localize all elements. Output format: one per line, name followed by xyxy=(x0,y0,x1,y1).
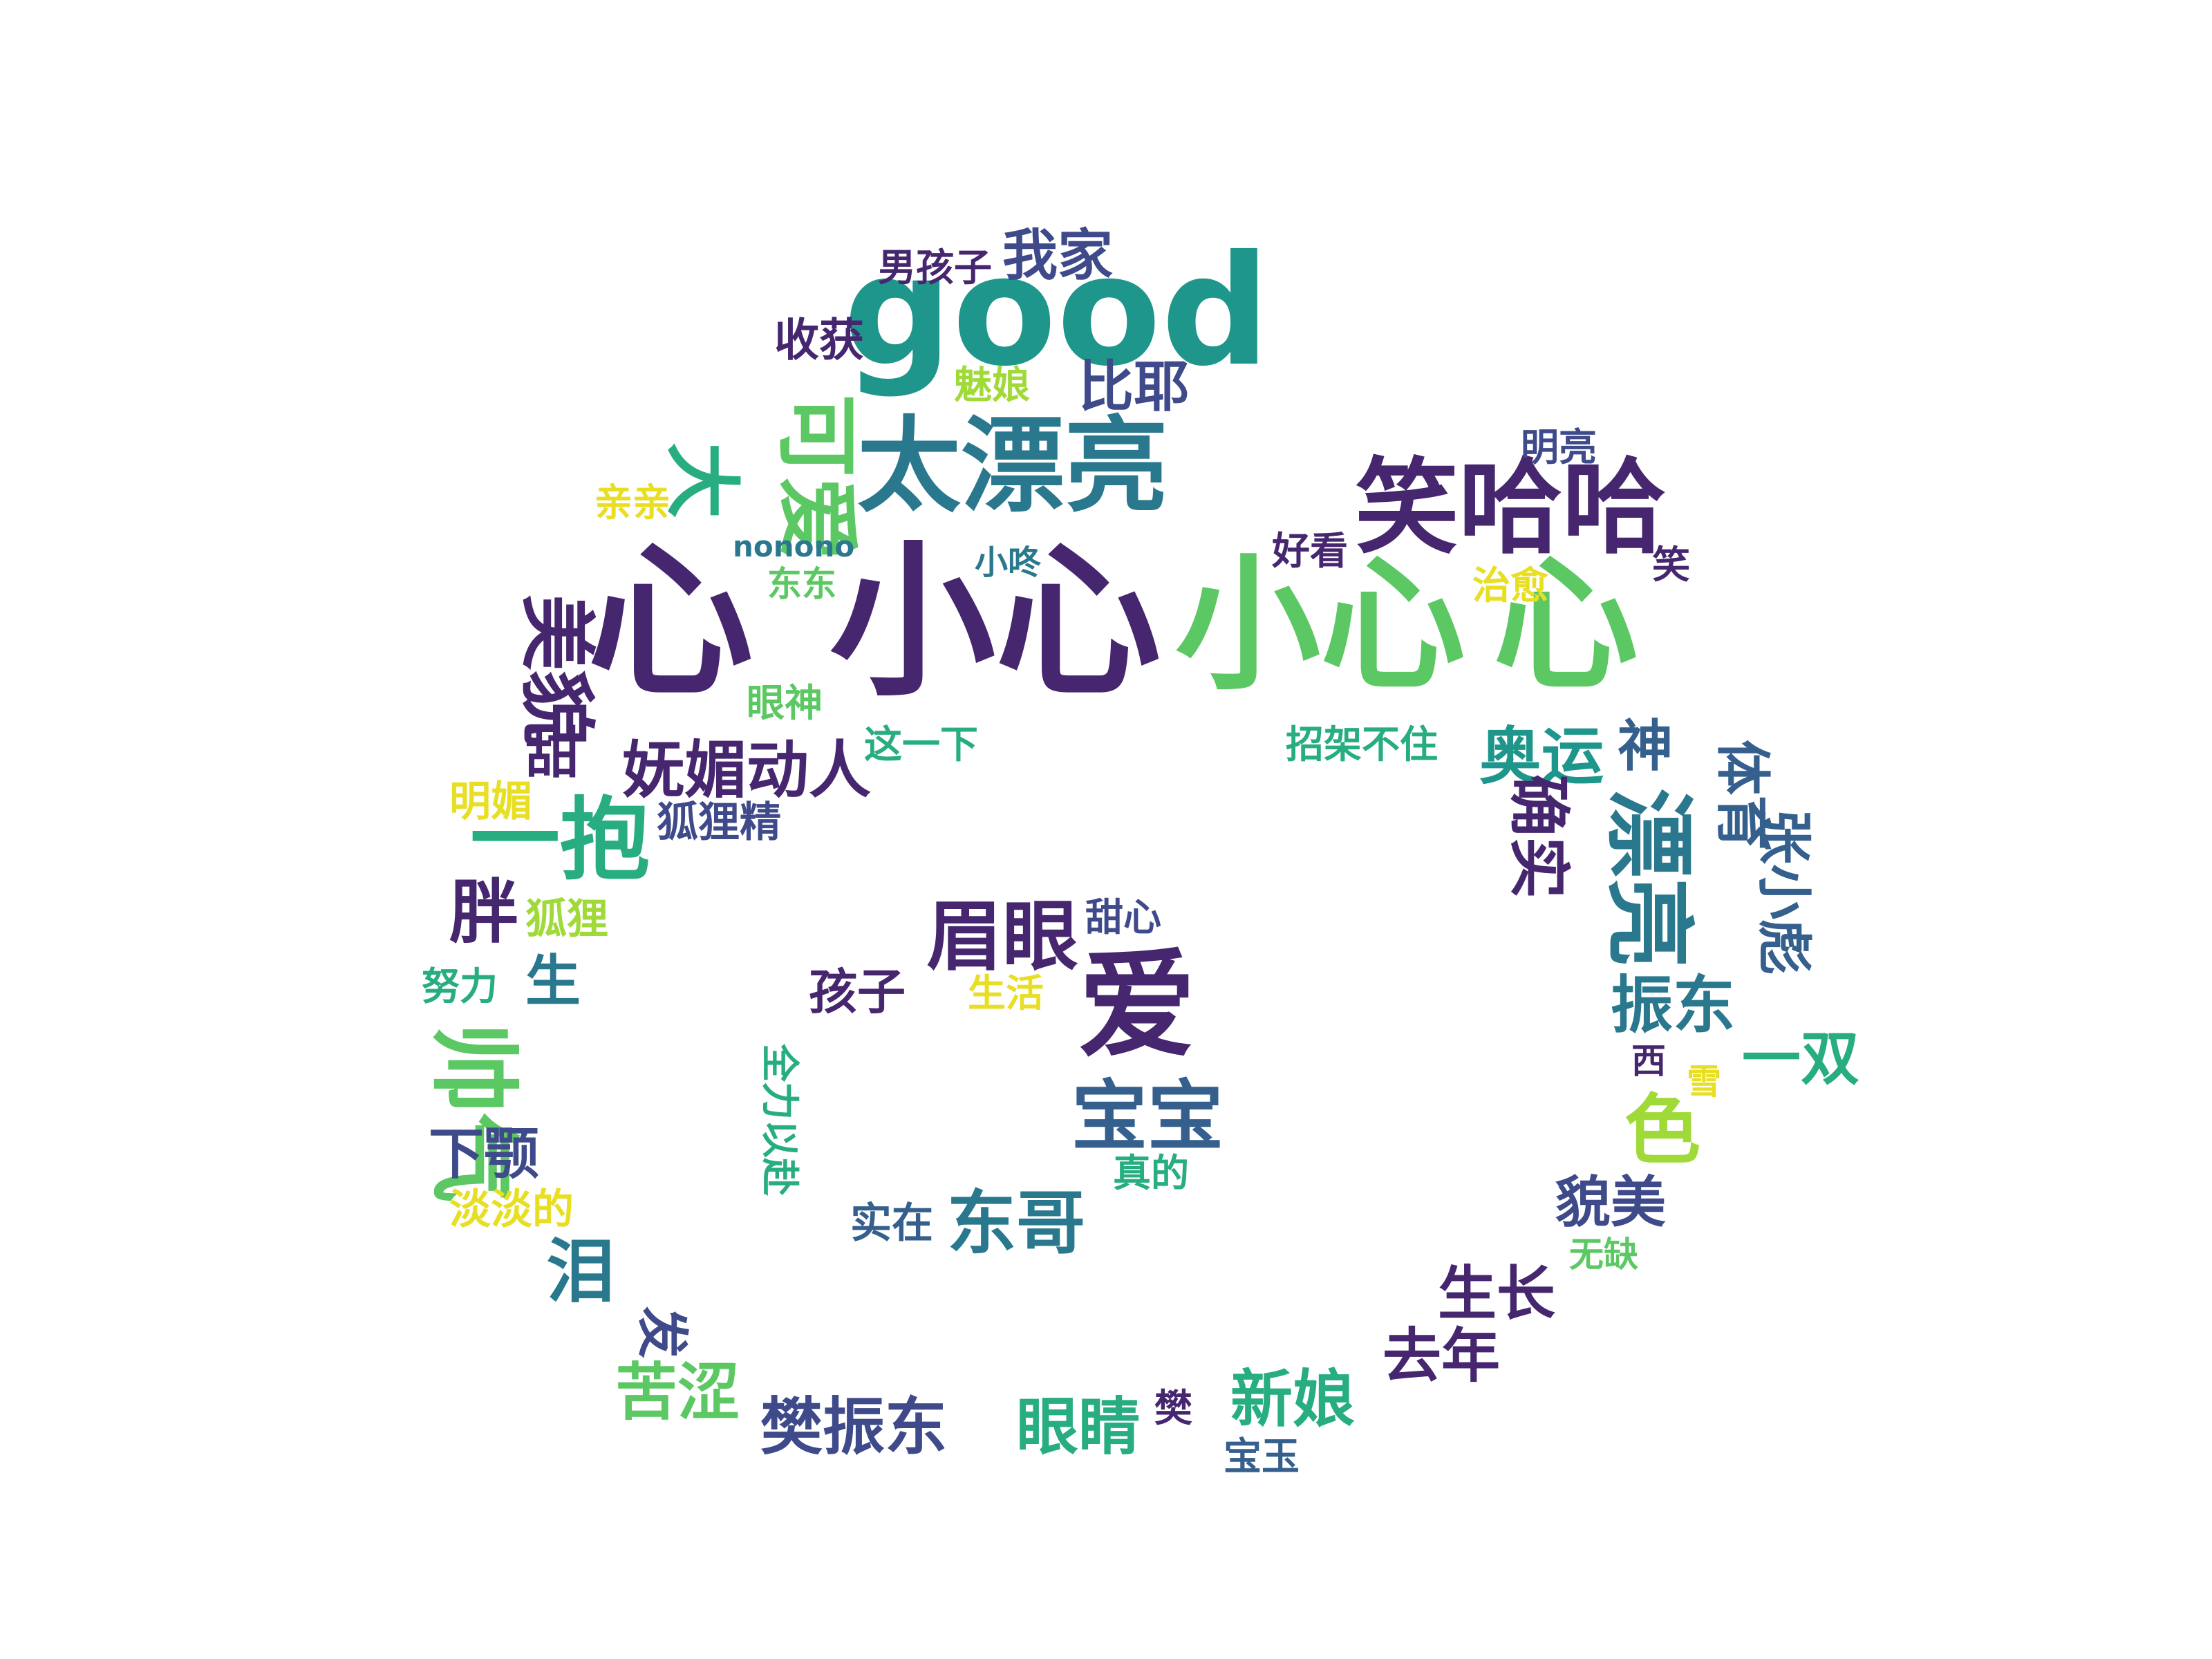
word-16: nonono xyxy=(733,529,855,563)
word-58: 实在 xyxy=(850,1199,933,1248)
word-18: 小咚 xyxy=(975,543,1042,582)
word-70: 新娘 xyxy=(1230,1363,1355,1436)
word-33: 狐狸精 xyxy=(657,798,781,847)
word-8: 我家 xyxy=(1002,223,1113,288)
word-50: 雪 xyxy=(1687,1062,1721,1102)
word-20: 好看 xyxy=(1272,529,1349,573)
word-64: 发 xyxy=(632,1306,693,1359)
word-47: 振东 xyxy=(1611,969,1735,1042)
word-44: 孩子 xyxy=(809,964,906,1020)
word-32: 明媚 xyxy=(449,778,532,826)
word-46: 爱 xyxy=(1078,937,1197,1074)
word-19: 明亮 xyxy=(1521,425,1597,469)
word-15: 亲亲 xyxy=(594,480,671,525)
word-5: good xyxy=(843,223,1271,400)
word-28: 招架不住 xyxy=(1286,722,1438,767)
word-25: 这一下 xyxy=(864,722,979,767)
word-55: 下颚 xyxy=(429,1122,539,1186)
word-48: 一双 xyxy=(1742,1025,1860,1094)
word-40: 眉眼 xyxy=(926,892,1078,981)
word-41: 甜心 xyxy=(1085,895,1162,939)
word-37: 张小彪 xyxy=(1752,809,1816,975)
word-67: 樊振东 xyxy=(760,1391,947,1463)
word-62: 泪 xyxy=(546,1231,615,1312)
word-65: 去年 xyxy=(1382,1322,1501,1391)
word-35: 确实 xyxy=(1502,774,1575,899)
word-34: 一抱 xyxy=(470,787,650,892)
word-59: 东哥 xyxy=(947,1183,1085,1264)
word-66: 苦涩 xyxy=(615,1356,740,1429)
word-6: 太漂亮 xyxy=(857,406,1169,527)
word-39: 狐狸 xyxy=(525,895,608,944)
word-1: 心 xyxy=(588,525,754,719)
word-24: 眼神 xyxy=(747,681,823,725)
word-12: 比耶 xyxy=(1078,355,1189,419)
word-17: 东东 xyxy=(767,564,836,604)
word-9: 男孩子 xyxy=(878,245,993,290)
word-42: 努力 xyxy=(422,964,498,1009)
word-27: 妩媚动人 xyxy=(622,734,871,807)
word-71: 宝玉 xyxy=(1224,1434,1300,1479)
word-2: 小心 xyxy=(830,525,1162,719)
word-52: 全力以赴 xyxy=(758,1044,802,1197)
word-22: 笑 xyxy=(1652,543,1691,587)
word-29: 奥运 xyxy=(1479,720,1604,793)
word-43: 生 xyxy=(525,949,581,1013)
word-61: 无缺 xyxy=(1569,1235,1638,1275)
word-7: 笑哈哈 xyxy=(1355,448,1667,568)
word-30: 神 xyxy=(1618,714,1673,778)
word-56: 淡淡的 xyxy=(449,1185,574,1234)
word-54: 色 xyxy=(1624,1086,1700,1174)
word-21: 治愈 xyxy=(1472,563,1549,608)
word-14: 大 xyxy=(657,442,746,518)
word-60: 貌美 xyxy=(1555,1170,1666,1235)
word-53: 宝宝 xyxy=(1071,1072,1224,1161)
word-4: 心 xyxy=(1493,541,1639,710)
word-36: 漂亮 xyxy=(1596,788,1701,968)
word-69: 樊 xyxy=(1154,1386,1193,1430)
word-63: 生长 xyxy=(1438,1260,1556,1329)
word-68: 眼睛 xyxy=(1016,1391,1141,1463)
word-10: 收获 xyxy=(774,315,865,366)
word-11: 魅娘 xyxy=(954,363,1031,407)
word-45: 生活 xyxy=(968,971,1044,1015)
word-57: 真的 xyxy=(1113,1151,1190,1195)
word-26: 甜 xyxy=(525,721,581,785)
word-3: 小心 xyxy=(1175,541,1466,710)
word-49: 西 xyxy=(1631,1041,1666,1081)
word-38: 胖 xyxy=(449,872,518,953)
